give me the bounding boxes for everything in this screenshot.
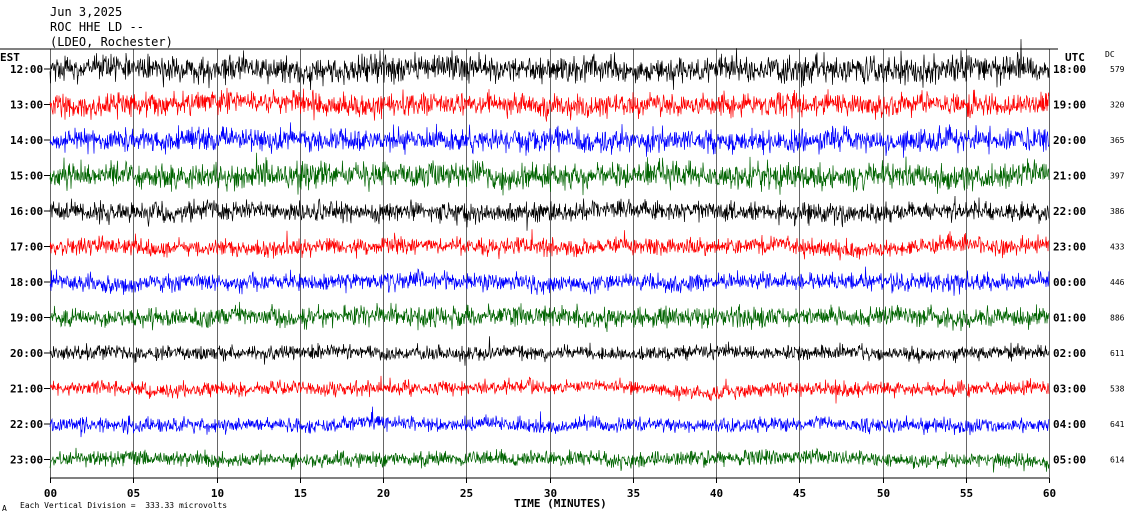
est-label: 14:00	[10, 134, 43, 147]
utc-label: 22:00	[1053, 205, 1086, 218]
dc-value: 320	[1110, 101, 1125, 110]
dc-value: 433	[1110, 243, 1125, 252]
x-tick-label: 10	[211, 487, 224, 500]
dc-value: 365	[1110, 136, 1125, 145]
dc-value: 886	[1110, 314, 1125, 323]
utc-label: 05:00	[1053, 454, 1086, 467]
x-tick-label: 15	[294, 487, 307, 500]
utc-label: 02:00	[1053, 347, 1086, 360]
left-zone-label: EST	[0, 51, 20, 64]
dc-label: DC	[1105, 50, 1115, 59]
trace-row-13:00	[49, 87, 1050, 122]
x-tick-label: 45	[793, 487, 806, 500]
est-label: 19:00	[10, 312, 43, 325]
utc-label: 18:00	[1053, 63, 1086, 76]
right-zone-label: UTC	[1065, 51, 1085, 64]
trace-row-21:00	[49, 375, 1050, 404]
dc-value: 641	[1110, 420, 1125, 429]
header-location: (LDEO, Rochester)	[50, 35, 173, 49]
dc-value: 538	[1110, 385, 1125, 394]
y-axis-labels: 12:00 18:00 579 13:00 19:00 320 14:00 20:00 365 1…	[10, 63, 1125, 467]
trace-row-14:00	[49, 122, 1050, 158]
x-tick-label: 20	[377, 487, 390, 500]
x-tick-label: 55	[960, 487, 973, 500]
trace-row-18:00	[49, 266, 1050, 296]
est-label: 17:00	[10, 241, 43, 254]
x-tick-label: 30	[544, 487, 557, 500]
est-label: 20:00	[10, 347, 43, 360]
est-label: 21:00	[10, 383, 43, 396]
trace-group	[49, 39, 1050, 473]
utc-label: 19:00	[1053, 99, 1086, 112]
trace-row-19:00	[49, 301, 1050, 333]
x-tick-label: 25	[460, 487, 473, 500]
corner-mark: A	[2, 504, 7, 513]
x-tick-label: 00	[44, 487, 57, 500]
trace-row-17:00	[49, 229, 1050, 261]
dc-value: 611	[1110, 349, 1125, 358]
x-tick-label: 35	[627, 487, 640, 500]
est-label: 22:00	[10, 418, 43, 431]
utc-label: 21:00	[1053, 170, 1086, 183]
grid-lines	[50, 49, 1050, 478]
est-label: 18:00	[10, 276, 43, 289]
dc-value: 614	[1110, 456, 1125, 465]
utc-label: 03:00	[1053, 383, 1086, 396]
trace-row-12:00	[49, 39, 1050, 91]
est-label: 23:00	[10, 454, 43, 467]
est-label: 16:00	[10, 205, 43, 218]
utc-label: 04:00	[1053, 418, 1086, 431]
header-date: Jun 3,2025	[50, 5, 123, 19]
trace-row-16:00	[49, 195, 1050, 231]
x-tick-label: 40	[710, 487, 723, 500]
est-label: 13:00	[10, 99, 43, 112]
header-station: ROC HHE LD --	[50, 20, 144, 34]
dc-value: 386	[1110, 207, 1125, 216]
utc-label: 00:00	[1053, 276, 1086, 289]
dc-value: 397	[1110, 172, 1125, 181]
est-label: 12:00	[10, 63, 43, 76]
x-tick-label: 60	[1043, 487, 1056, 500]
x-tick-label: 05	[127, 487, 140, 500]
utc-label: 01:00	[1053, 312, 1086, 325]
x-tick-label: 50	[877, 487, 890, 500]
dc-value: 579	[1110, 65, 1125, 74]
scale-note: Each Vertical Division = 333.33 microvol…	[20, 501, 228, 510]
utc-label: 23:00	[1053, 241, 1086, 254]
trace-row-20:00	[49, 336, 1050, 366]
x-axis: 00 05 10 15 20 25 30 35 40 45 50 55 60	[44, 478, 1056, 500]
utc-label: 20:00	[1053, 134, 1086, 147]
x-axis-title: TIME (MINUTES)	[514, 497, 607, 510]
trace-row-22:00	[49, 406, 1050, 438]
trace-row-23:00	[49, 447, 1050, 473]
est-label: 15:00	[10, 170, 43, 183]
trace-row-15:00	[49, 152, 1050, 196]
dc-value: 446	[1110, 278, 1125, 287]
